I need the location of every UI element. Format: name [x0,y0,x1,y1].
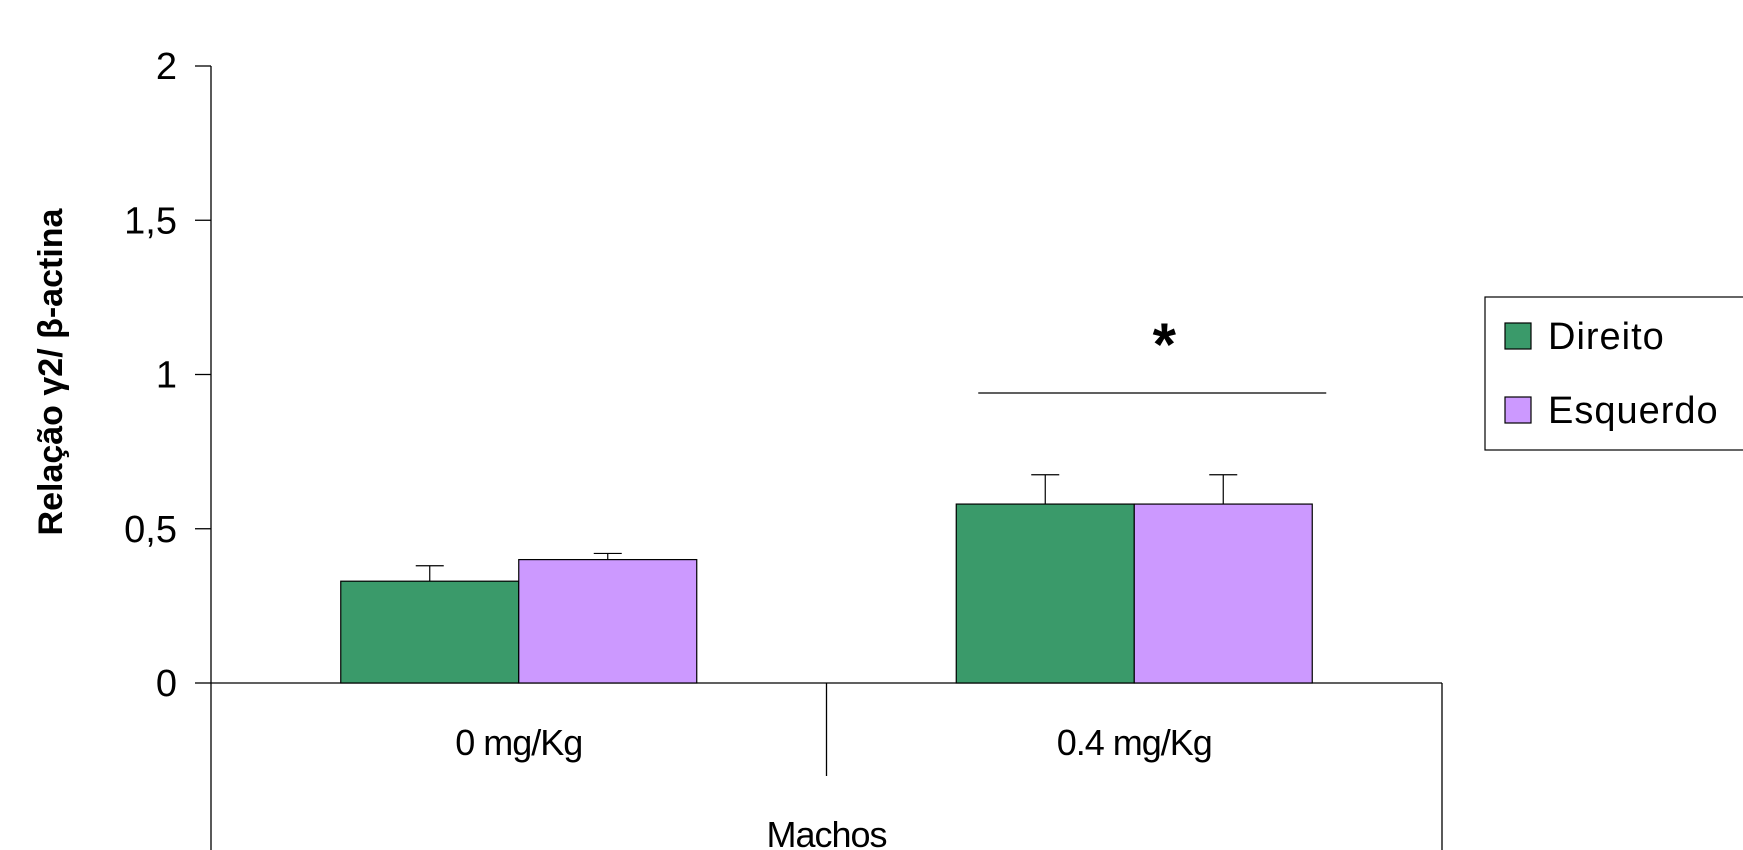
x-axis: 0 mg/Kg 0.4 mg/Kg Machos [211,682,1443,850]
bar [955,503,1135,684]
bar [1133,503,1313,684]
error-bars [415,474,1238,582]
legend-swatch [1504,396,1532,424]
y-tick-label: 0 [156,663,177,705]
y-axis-label: Relação γ2/ β-actina [32,207,70,535]
y-tick-label: 0,5 [124,509,177,551]
group-label: Machos [766,814,886,850]
y-axis: 0 0,5 1 1,5 2 [124,46,212,850]
x-category-label: 0.4 mg/Kg [1057,722,1212,763]
bar [340,580,520,684]
bar [518,558,698,684]
legend-label: Esquerdo [1548,390,1719,432]
significance-mark: * [1153,311,1177,378]
annotations: * [978,311,1327,394]
y-tick-label: 1 [156,355,177,397]
legend-swatch [1504,322,1532,350]
y-tick-label: 2 [156,46,177,88]
y-tick-label: 1,5 [124,200,177,242]
legend: Direito Esquerdo [1484,296,1743,451]
x-category-label: 0 mg/Kg [455,722,582,763]
legend-label: Direito [1548,316,1665,358]
bars [340,503,1313,684]
